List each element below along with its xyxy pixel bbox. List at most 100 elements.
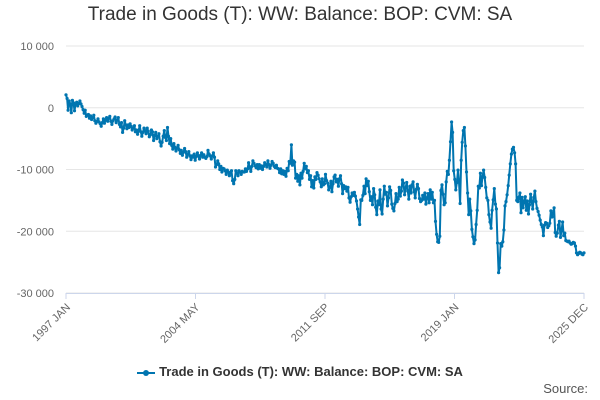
data-point bbox=[557, 219, 562, 223]
data-point bbox=[285, 166, 289, 170]
data-point bbox=[311, 179, 315, 183]
data-point bbox=[426, 192, 430, 196]
data-point bbox=[372, 187, 376, 191]
data-point bbox=[317, 177, 321, 181]
data-point bbox=[534, 200, 538, 204]
data-point bbox=[211, 151, 215, 155]
data-point bbox=[309, 174, 313, 178]
data-point bbox=[227, 174, 231, 178]
data-point bbox=[205, 154, 209, 159]
data-point bbox=[547, 224, 551, 228]
data-point bbox=[296, 179, 300, 183]
data-point bbox=[451, 130, 455, 134]
data-point bbox=[471, 235, 475, 239]
data-point bbox=[466, 191, 470, 195]
data-point bbox=[417, 196, 422, 201]
data-point bbox=[382, 184, 386, 188]
data-point bbox=[389, 188, 393, 193]
data-point bbox=[445, 169, 449, 173]
data-point bbox=[550, 215, 554, 219]
data-point bbox=[68, 102, 72, 106]
data-point bbox=[475, 208, 479, 212]
data-point bbox=[336, 184, 340, 188]
data-point bbox=[250, 164, 254, 168]
data-point bbox=[66, 108, 70, 112]
data-point bbox=[220, 170, 224, 174]
data-point bbox=[82, 111, 86, 115]
data-point bbox=[286, 169, 290, 173]
data-point bbox=[234, 169, 238, 173]
data-point bbox=[192, 152, 196, 156]
data-point bbox=[463, 144, 467, 148]
data-point bbox=[186, 152, 190, 156]
data-point bbox=[435, 232, 439, 236]
data-point bbox=[142, 126, 146, 130]
data-point bbox=[380, 212, 384, 216]
series-layer bbox=[64, 93, 586, 275]
data-point bbox=[482, 168, 486, 172]
data-point bbox=[440, 183, 444, 187]
data-point bbox=[170, 143, 174, 147]
data-point bbox=[457, 180, 461, 184]
data-point bbox=[503, 204, 507, 208]
data-point bbox=[368, 198, 372, 202]
data-point bbox=[154, 130, 158, 134]
data-point bbox=[224, 172, 228, 176]
y-tick-label: 0 bbox=[48, 103, 54, 115]
data-point bbox=[411, 180, 415, 184]
data-point bbox=[519, 211, 523, 215]
data-point bbox=[448, 140, 453, 144]
data-point bbox=[143, 129, 147, 133]
data-point bbox=[229, 169, 234, 173]
data-point bbox=[102, 121, 106, 125]
data-point bbox=[265, 165, 269, 169]
data-point bbox=[540, 225, 544, 229]
data-point bbox=[396, 197, 400, 201]
data-point bbox=[316, 173, 320, 177]
data-point bbox=[469, 209, 473, 213]
data-point bbox=[236, 174, 240, 178]
data-point bbox=[283, 169, 287, 173]
data-point bbox=[118, 125, 123, 129]
data-point bbox=[164, 138, 168, 143]
data-point bbox=[386, 196, 391, 200]
y-tick-label: 10 000 bbox=[20, 41, 54, 53]
data-point bbox=[353, 194, 357, 198]
data-point bbox=[117, 122, 121, 126]
data-point bbox=[548, 221, 552, 225]
data-point bbox=[202, 153, 206, 157]
data-point bbox=[67, 99, 71, 103]
data-point bbox=[563, 231, 567, 235]
legend[interactable]: Trade in Goods (T): WW: Balance: BOP: CV… bbox=[0, 364, 600, 379]
data-point bbox=[410, 183, 414, 187]
data-point bbox=[384, 190, 388, 194]
data-point bbox=[536, 209, 540, 214]
data-point bbox=[395, 200, 399, 204]
data-point bbox=[110, 122, 114, 126]
data-point bbox=[437, 240, 441, 244]
data-point bbox=[325, 179, 329, 183]
data-point bbox=[412, 190, 416, 194]
data-point bbox=[319, 185, 323, 189]
data-point bbox=[92, 113, 96, 117]
data-point bbox=[178, 151, 182, 155]
data-point bbox=[299, 171, 303, 175]
data-point bbox=[530, 200, 534, 204]
data-point bbox=[479, 184, 484, 188]
data-point bbox=[485, 196, 489, 200]
data-point bbox=[269, 163, 273, 167]
data-point bbox=[169, 137, 173, 141]
data-point bbox=[423, 191, 427, 195]
data-point bbox=[532, 195, 536, 199]
data-point bbox=[374, 205, 378, 209]
data-point bbox=[329, 179, 333, 183]
data-point bbox=[298, 183, 302, 187]
data-point bbox=[495, 241, 500, 245]
data-point bbox=[405, 180, 409, 185]
data-point bbox=[456, 168, 460, 172]
data-point bbox=[123, 119, 127, 123]
data-point bbox=[478, 171, 482, 175]
data-point bbox=[468, 197, 472, 201]
data-point bbox=[366, 179, 370, 183]
